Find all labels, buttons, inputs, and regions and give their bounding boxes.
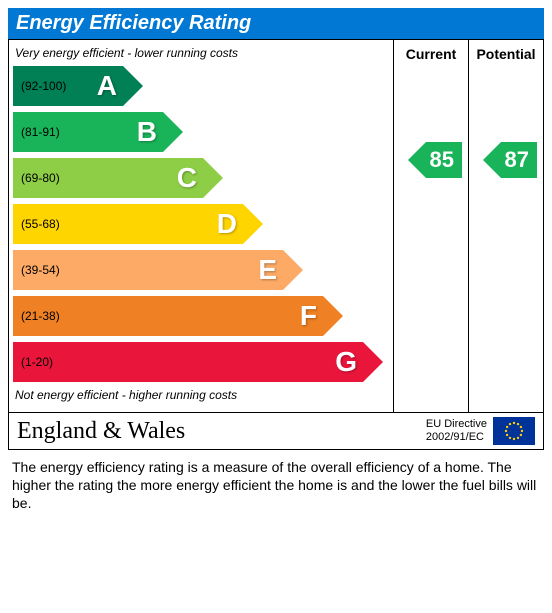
description-text: The energy efficiency rating is a measur… <box>8 450 544 521</box>
potential-rating-arrow: 87 <box>501 142 537 178</box>
band-row-e: (39-54) E <box>13 250 389 294</box>
band-f: (21-38) F <box>13 296 323 336</box>
band-b: (81-91) B <box>13 112 163 152</box>
epc-chart: Energy Efficiency Rating Very energy eff… <box>0 0 552 529</box>
current-column: Current 85 <box>393 40 468 412</box>
band-row-d: (55-68) D <box>13 204 389 248</box>
subtitle-top: Very energy efficient - lower running co… <box>15 46 389 60</box>
band-letter: B <box>137 116 157 148</box>
band-row-g: (1-20) G <box>13 342 389 386</box>
band-range: (1-20) <box>21 355 53 369</box>
band-letter: F <box>300 300 317 332</box>
band-row-b: (81-91) B <box>13 112 389 156</box>
directive-label: EU Directive 2002/91/EC <box>426 418 487 444</box>
current-rating-arrow: 85 <box>426 142 462 178</box>
band-range: (21-38) <box>21 309 60 323</box>
eu-flag-icon <box>493 417 535 445</box>
band-letter: C <box>177 162 197 194</box>
band-letter: D <box>217 208 237 240</box>
band-g: (1-20) G <box>13 342 363 382</box>
potential-header: Potential <box>471 46 541 62</box>
band-row-a: (92-100) A <box>13 66 389 110</box>
band-letter: A <box>97 70 117 102</box>
chart-title: Energy Efficiency Rating <box>8 8 544 39</box>
band-range: (92-100) <box>21 79 66 93</box>
subtitle-bottom: Not energy efficient - higher running co… <box>15 388 389 402</box>
band-letter: G <box>335 346 357 378</box>
current-header: Current <box>396 46 466 62</box>
band-row-f: (21-38) F <box>13 296 389 340</box>
chart-body: Very energy efficient - lower running co… <box>8 39 544 413</box>
bands-column: Very energy efficient - lower running co… <box>9 40 393 412</box>
potential-column: Potential 87 <box>468 40 543 412</box>
footer: England & Wales EU Directive 2002/91/EC <box>8 413 544 450</box>
band-range: (55-68) <box>21 217 60 231</box>
band-range: (39-54) <box>21 263 60 277</box>
band-c: (69-80) C <box>13 158 203 198</box>
band-letter: E <box>258 254 277 286</box>
region-label: England & Wales <box>17 418 426 445</box>
band-range: (81-91) <box>21 125 60 139</box>
band-a: (92-100) A <box>13 66 123 106</box>
band-row-c: (69-80) C <box>13 158 389 202</box>
band-d: (55-68) D <box>13 204 243 244</box>
band-range: (69-80) <box>21 171 60 185</box>
band-e: (39-54) E <box>13 250 283 290</box>
